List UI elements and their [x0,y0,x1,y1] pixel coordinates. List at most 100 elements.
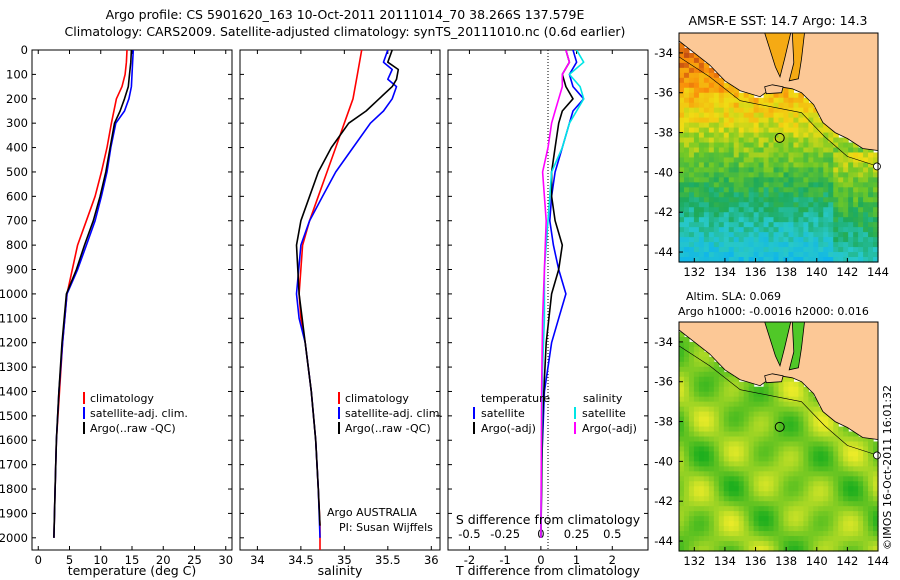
map-cell [698,232,705,238]
map-cell [728,476,735,482]
map-cell [828,486,834,492]
map-cell [783,172,790,178]
map-cell [843,212,849,218]
map-cell [768,157,775,164]
map-cell [863,212,869,218]
map-cell [813,187,819,193]
map-cell [823,526,829,532]
map-cell [728,207,735,213]
map-cell [848,152,854,159]
map-cell [679,242,685,248]
map-cell [783,526,790,532]
map-cell [708,461,715,467]
map-cell [718,376,725,383]
map-cell [753,461,760,467]
depth-tick-label: 300 [6,116,28,130]
map-cell [708,366,715,373]
map-cell [823,461,829,467]
map-cell [798,227,804,233]
map-cell [723,431,730,438]
map-cell [788,501,795,507]
map-cell [738,237,745,243]
map-cell [743,117,750,124]
map-cell [768,486,775,492]
map-cell [798,416,804,423]
map-cell [828,152,834,159]
map-cell [723,416,730,423]
map-cell [853,511,859,517]
lon-tick-label: 138 [775,265,797,279]
map-cell [793,202,799,208]
map-cell [728,386,735,393]
map-cell [773,192,780,198]
map-cell [818,431,824,438]
map-cell [788,182,795,188]
map-cell [763,391,770,398]
map-cell [828,416,834,423]
map-cell [798,157,804,164]
map-cell [778,207,785,213]
map-cell [853,471,859,477]
map-cell [683,456,690,462]
map-cell [683,182,690,188]
map-cell [683,466,690,472]
map-cell [683,476,690,482]
sla-map-title-line2: Argo h1000: -0.0016 h2000: 0.016 [678,305,869,318]
map-cell [733,516,740,522]
map-cell [853,162,859,169]
map-cell [723,167,730,173]
map-cell [868,202,874,208]
map-cell [833,536,839,542]
map-cell [803,411,809,418]
map-cell [873,486,879,492]
map-cell [688,187,695,193]
map-cell [758,122,765,129]
map-cell [813,202,819,208]
map-cell [813,192,819,198]
map-cell [698,177,705,183]
map-cell [823,541,829,547]
map-cell [758,406,765,413]
map-cell [728,526,735,532]
map-cell [679,122,685,129]
map-cell [693,546,700,552]
map-cell [778,192,785,198]
map-cell [683,391,690,398]
map-cell [733,406,740,413]
map-cell [818,511,824,517]
map-cell [743,142,750,149]
map-cell [733,182,740,188]
map-cell [868,257,874,263]
lat-tick-label: -36 [654,86,673,100]
map-cell [803,456,809,462]
map-cell [823,466,829,472]
map-cell [798,192,804,198]
map-cell [713,252,720,258]
map-cell [708,252,715,258]
map-cell [753,501,760,507]
map-cell [783,516,790,522]
map-cell [768,401,775,408]
map-cell [743,441,750,448]
map-cell [808,486,814,492]
map-cell [703,461,710,467]
sst-map-panel: AMSR-E SST: 14.7 Argo: 14.3 132 134 136 138… [654,13,889,279]
map-cell [783,411,790,418]
map-cell [718,97,725,104]
map-cell [868,461,874,467]
map-cell [843,142,849,149]
map-cell [743,197,750,203]
map-cell [798,461,804,467]
map-cell [733,132,740,139]
map-cell [803,152,809,159]
map-cell [728,197,735,203]
depth-tick-label: 1900 [0,506,28,520]
map-cell [793,152,799,159]
map-cell [743,232,750,238]
map-cell [778,526,785,532]
map-cell [828,476,834,482]
map-cell [828,431,834,438]
salinity-axes-frame [239,49,441,551]
map-cell [698,207,705,213]
map-cell [813,122,819,129]
